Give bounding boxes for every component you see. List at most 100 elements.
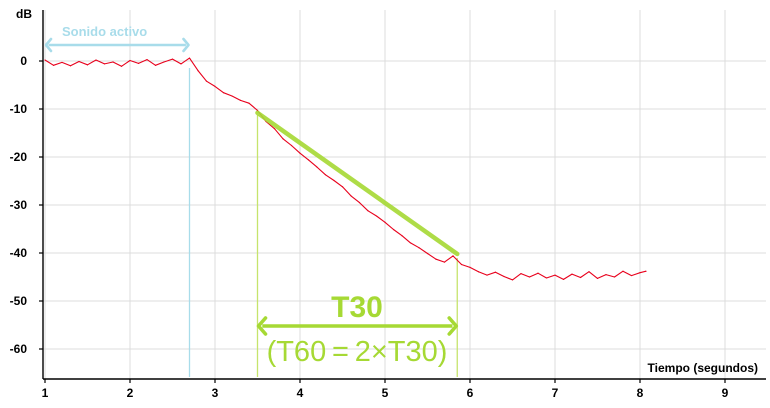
x-tick-label: 7	[552, 386, 559, 400]
plot-area	[43, 10, 766, 379]
data-point	[231, 95, 233, 97]
y-axis-title: dB	[16, 7, 32, 21]
data-point	[171, 58, 174, 60]
data-point	[528, 276, 531, 278]
data-point	[137, 62, 140, 64]
data-point	[545, 277, 548, 279]
data-point	[214, 85, 216, 88]
data-point	[460, 263, 463, 266]
data-point	[61, 61, 63, 64]
y-tick-label: -30	[10, 198, 28, 212]
data-point	[120, 65, 123, 67]
data-point	[129, 59, 131, 62]
data-point	[426, 252, 429, 255]
x-tick-label: 9	[722, 386, 729, 400]
data-point	[239, 99, 242, 101]
data-point	[392, 228, 395, 231]
data-point	[452, 255, 454, 257]
data-point	[316, 166, 318, 168]
active-sound-arrow-head-left	[44, 37, 53, 53]
x-tick-label: 2	[127, 386, 134, 400]
t30-arrow	[256, 316, 459, 336]
x-tick-label: 8	[637, 386, 644, 400]
data-point	[273, 128, 276, 130]
data-point	[645, 270, 647, 272]
data-point	[333, 179, 335, 182]
data-point	[95, 59, 97, 61]
data-point	[69, 65, 72, 67]
data-point	[384, 221, 386, 223]
data-point	[469, 266, 471, 268]
x-tick-label: 6	[467, 386, 474, 400]
t30-arrow-head-right	[447, 316, 459, 336]
data-point	[571, 273, 573, 275]
data-point	[205, 80, 208, 82]
axis-frame	[42, 10, 766, 380]
data-point	[511, 279, 514, 281]
x-tick-label: 5	[382, 386, 389, 400]
active-sound-arrow	[44, 37, 190, 53]
data-point	[154, 64, 157, 66]
data-point	[520, 273, 522, 275]
data-point	[588, 271, 590, 273]
tick-labels: 1 2 3 4 5 6 7 8 9 0 -10 -20 -30 -40 -50 -60	[10, 54, 729, 400]
data-point	[197, 70, 199, 72]
fit-line	[255, 110, 460, 257]
data-point	[324, 174, 327, 176]
marker-lines	[188, 68, 458, 377]
data-point	[401, 235, 403, 237]
data-point	[537, 272, 539, 274]
data-point	[367, 210, 369, 212]
t30-label: T30	[331, 291, 383, 324]
data-point	[622, 270, 624, 272]
data-point	[409, 242, 412, 244]
data-point	[248, 102, 250, 104]
x-tick-label: 4	[297, 386, 304, 400]
data-point	[188, 57, 191, 59]
y-tick-label: 0	[20, 54, 27, 68]
data-point	[350, 195, 352, 197]
data-point	[503, 275, 505, 278]
data-point	[358, 202, 361, 204]
fit-layer	[255, 110, 460, 257]
data-point	[180, 63, 182, 65]
data-point	[477, 271, 480, 273]
x-tick-label: 1	[42, 386, 49, 400]
data-point	[222, 92, 225, 94]
data-point	[579, 276, 582, 279]
series-layer	[44, 57, 647, 281]
x-axis-title: Tiempo (segundos)	[648, 361, 758, 375]
y-tick-label: -50	[10, 294, 28, 308]
y-tick-label: -10	[10, 102, 28, 116]
active-sound-arrow-head-right	[182, 37, 190, 53]
data-point	[562, 278, 565, 280]
data-point	[86, 64, 89, 66]
data-point	[341, 186, 344, 188]
data-point	[282, 138, 284, 140]
y-tick-label: -40	[10, 246, 28, 260]
x-tick-label: 3	[212, 386, 219, 400]
grid	[43, 10, 766, 379]
data-point	[605, 274, 607, 276]
t30-arrow-head-left	[256, 316, 268, 336]
data-point	[613, 276, 616, 278]
data-point	[290, 144, 293, 147]
data-point	[375, 215, 378, 217]
active-sound-annotation: Sonido activo	[44, 24, 190, 53]
data-point	[418, 247, 420, 249]
data-point	[307, 159, 310, 161]
data-point	[630, 274, 633, 277]
t30-annotation: T30 (T60 = 2×T30)	[256, 291, 459, 368]
data-point	[435, 258, 437, 260]
data-point	[103, 63, 106, 65]
data-point	[112, 61, 114, 63]
data-point	[299, 152, 301, 154]
series-line	[44, 57, 647, 281]
active-sound-label: Sonido activo	[62, 24, 147, 39]
data-point	[146, 58, 148, 61]
data-point	[486, 274, 488, 276]
data-point	[639, 272, 641, 274]
data-point	[78, 60, 80, 63]
data-point	[52, 64, 55, 66]
